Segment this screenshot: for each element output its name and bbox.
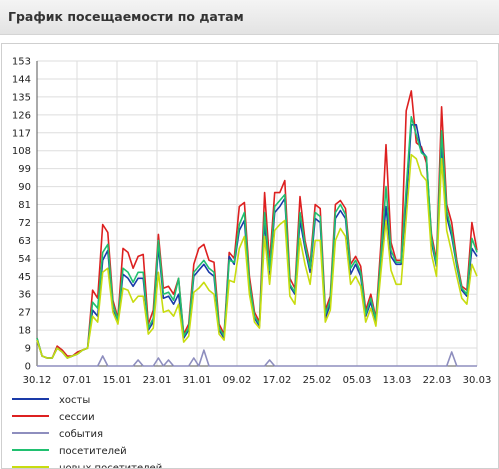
y-tick-label: 135: [12, 92, 31, 103]
x-tick-label: 25.02: [303, 375, 332, 386]
legend-label: новых посетителей: [59, 463, 162, 468]
y-tick-label: 0: [25, 362, 31, 373]
chart-panel: 0 9 18 27 36 45 54 63 72 81 90 99 108 117 126 135 144 153…: [1, 43, 499, 469]
series-line-3: [36, 116, 478, 359]
page-header: График посещаемости по датам: [0, 0, 499, 35]
x-tick-label: 13.03: [383, 375, 412, 386]
x-tick-label: 30.03: [463, 375, 492, 386]
y-tick-label: 90: [18, 182, 31, 193]
series-line-2: [37, 349, 477, 367]
legend-label: сессии: [59, 412, 95, 423]
x-tick-label: 07.01: [63, 375, 92, 386]
y-tick-label: 36: [18, 290, 31, 301]
y-tick-label: 99: [18, 164, 31, 175]
y-tick-label: 117: [12, 128, 31, 139]
y-tick-label: 81: [18, 200, 31, 211]
y-tick-label: 153: [12, 57, 31, 68]
y-tick-label: 27: [18, 308, 31, 319]
y-tick-label: 9: [25, 344, 31, 355]
y-tick-label: 45: [18, 272, 31, 283]
x-tick-label: 30.12: [23, 375, 52, 386]
x-tick-label: 31.01: [183, 375, 212, 386]
x-tick-label: 22.03: [423, 375, 452, 386]
legend-label: посетителей: [59, 446, 127, 457]
y-tick-label: 126: [12, 110, 31, 121]
visits-line-chart: 0 9 18 27 36 45 54 63 72 81 90 99 108 117 126 135 144 153…: [12, 57, 492, 468]
legend-label: события: [59, 429, 103, 440]
x-tick-label: 15.01: [103, 375, 132, 386]
x-tick-label: 09.02: [223, 375, 252, 386]
y-tick-label: 63: [18, 236, 31, 247]
series-line-4: [36, 153, 478, 359]
x-tick-label: 05.03: [343, 375, 372, 386]
y-tick-label: 18: [18, 326, 31, 337]
page-title: График посещаемости по датам: [8, 9, 244, 24]
y-tick-label: 72: [18, 218, 31, 229]
y-tick-label: 54: [18, 254, 31, 265]
x-tick-label: 23.01: [143, 375, 172, 386]
x-tick-label: 17.02: [263, 375, 292, 386]
y-tick-label: 108: [12, 146, 31, 157]
y-tick-label: 144: [12, 74, 31, 85]
legend-label: хосты: [59, 395, 90, 406]
